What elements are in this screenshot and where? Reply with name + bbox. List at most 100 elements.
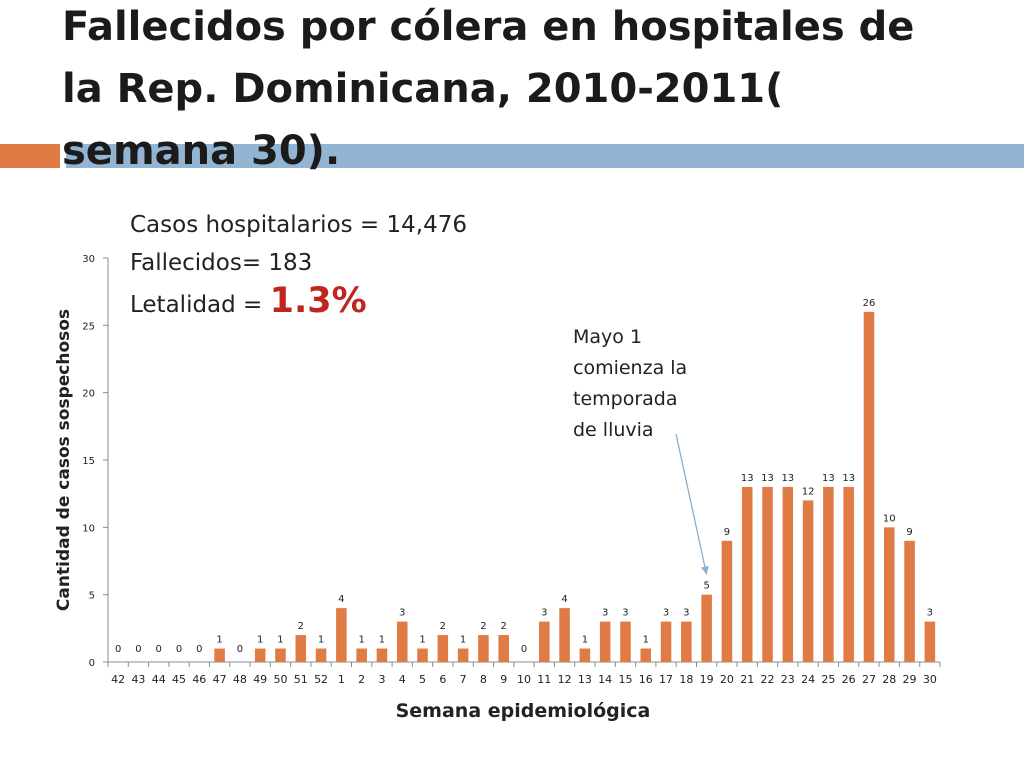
x-tick-label: 11 (537, 673, 551, 686)
data-label: 9 (906, 527, 912, 538)
lethality-label: Letalidad = (130, 292, 270, 318)
bar (579, 648, 591, 662)
bar (356, 648, 367, 662)
title-rule-accent (0, 144, 60, 168)
annotation-line: Mayo 1 (573, 326, 643, 348)
data-label: 0 (237, 644, 243, 655)
annotation-line: de lluvia (573, 419, 654, 441)
x-tick-label: 7 (460, 673, 467, 686)
x-tick-label: 44 (152, 673, 166, 686)
data-label: 3 (622, 608, 628, 619)
bar (863, 311, 875, 662)
data-label: 1 (460, 635, 466, 646)
bar (701, 594, 712, 662)
bar (823, 486, 834, 662)
bar (559, 608, 570, 662)
data-label: 4 (561, 594, 567, 605)
bar (295, 635, 307, 662)
bar (498, 635, 509, 662)
x-tick-label: 16 (639, 673, 653, 686)
bar (924, 621, 936, 662)
rainy-season-annotation: Mayo 1 comienza la temporada de lluvia (573, 322, 713, 446)
deaths-stat: Fallecidos= 183 (130, 250, 313, 276)
x-tick-label: 15 (618, 673, 632, 686)
x-axis-title: Semana epidemiológica (396, 700, 651, 722)
data-label: 2 (298, 621, 304, 632)
x-tick-label: 20 (720, 673, 734, 686)
x-tick-label: 46 (192, 673, 206, 686)
data-label: 0 (135, 644, 141, 655)
bar (315, 648, 327, 662)
x-tick-label: 22 (761, 673, 775, 686)
bar (741, 486, 753, 662)
x-tick-label: 51 (294, 673, 308, 686)
x-tick-label: 5 (419, 673, 426, 686)
bar (214, 648, 225, 662)
bar (599, 621, 611, 662)
x-tick-label: 3 (378, 673, 385, 686)
data-label: 0 (156, 644, 162, 655)
x-tick-label: 24 (801, 673, 815, 686)
data-label: 2 (480, 621, 486, 632)
bar (620, 621, 631, 662)
data-label: 0 (196, 644, 202, 655)
x-tick-label: 21 (740, 673, 754, 686)
data-label: 0 (176, 644, 182, 655)
x-tick-label: 6 (439, 673, 446, 686)
data-label: 1 (379, 635, 385, 646)
data-label: 3 (663, 608, 669, 619)
y-tick-label: 10 (82, 523, 95, 534)
data-label: 13 (822, 473, 835, 484)
data-label: 0 (115, 644, 121, 655)
y-tick-label: 25 (82, 321, 95, 332)
title-rule (66, 144, 1024, 168)
bar (437, 635, 449, 662)
x-tick-label: 26 (842, 673, 856, 686)
x-tick-label: 4 (399, 673, 406, 686)
x-tick-label: 48 (233, 673, 247, 686)
bar (681, 621, 692, 662)
data-label: 13 (761, 473, 774, 484)
x-tick-label: 28 (882, 673, 896, 686)
bar (802, 500, 814, 662)
annotation-arrow (675, 433, 708, 575)
annotation-arrowhead (701, 565, 709, 575)
data-label: 1 (277, 635, 283, 646)
stats-box: Casos hospitalarios = 14,476 Fallecidos=… (130, 206, 467, 324)
x-tick-label: 47 (213, 673, 227, 686)
y-tick-label: 5 (89, 591, 95, 602)
x-tick-label: 1 (338, 673, 345, 686)
data-label: 9 (724, 527, 730, 538)
data-label: 13 (741, 473, 754, 484)
x-tick-label: 30 (923, 673, 937, 686)
data-label: 2 (501, 621, 507, 632)
bar (417, 648, 428, 662)
bar (336, 608, 347, 662)
lethality-stat: Letalidad = 1.3% (130, 282, 467, 324)
data-label: 3 (399, 608, 405, 619)
bar (457, 648, 469, 662)
data-label: 1 (257, 635, 263, 646)
x-tick-label: 49 (253, 673, 267, 686)
bar (396, 621, 408, 662)
data-label: 5 (703, 581, 709, 592)
x-tick-label: 17 (659, 673, 673, 686)
x-tick-label: 42 (111, 673, 125, 686)
data-label: 12 (802, 486, 815, 497)
x-tick-label: 18 (679, 673, 693, 686)
data-label: 1 (419, 635, 425, 646)
x-tick-label: 14 (598, 673, 612, 686)
data-label: 13 (781, 473, 794, 484)
x-tick-label: 2 (358, 673, 365, 686)
x-tick-label: 9 (500, 673, 507, 686)
data-label: 13 (842, 473, 855, 484)
x-tick-label: 43 (131, 673, 145, 686)
data-label: 1 (318, 635, 324, 646)
x-tick-label: 8 (480, 673, 487, 686)
bar (275, 648, 286, 662)
x-tick-label: 25 (821, 673, 835, 686)
bar (254, 648, 266, 662)
bar (843, 486, 854, 662)
cases-stat: Casos hospitalarios = 14,476 (130, 212, 467, 238)
bar (883, 527, 895, 662)
